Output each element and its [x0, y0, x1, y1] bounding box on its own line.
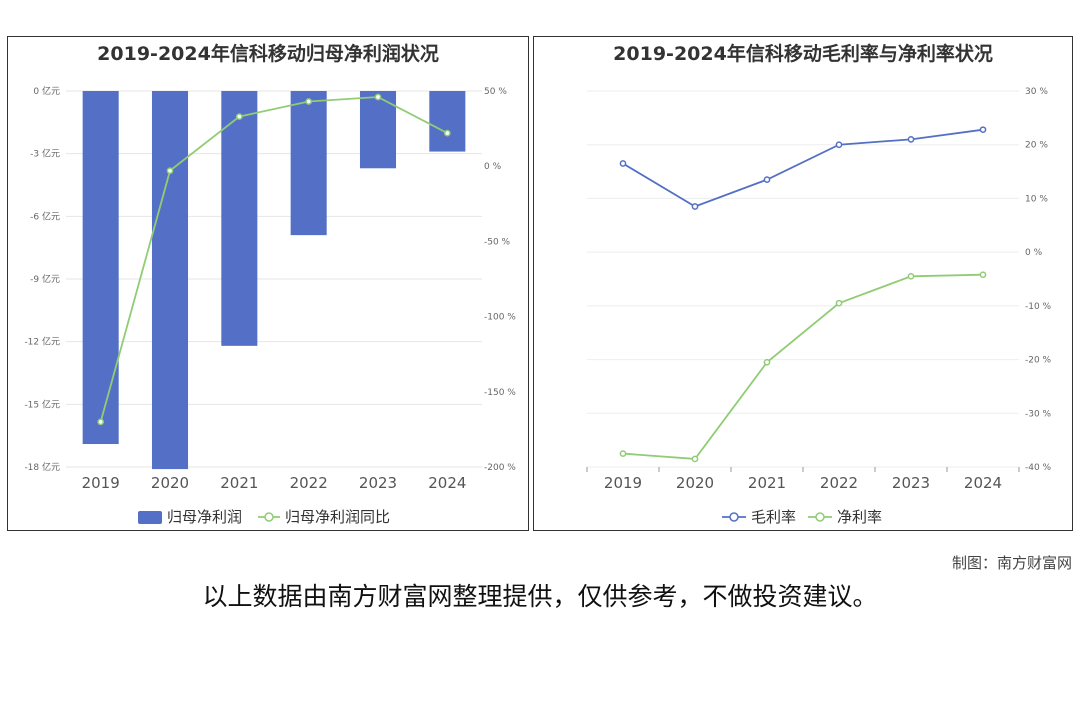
bar-2020: [151, 91, 189, 470]
legend-label-gross-margin: 毛利率: [751, 508, 796, 526]
yoy-point-2019: [97, 418, 105, 426]
right-axis-tick-label: -150 %: [484, 388, 516, 398]
series-line-gross-margin: [622, 128, 984, 208]
left-axis-tick-label: -15 亿元: [24, 398, 60, 410]
bar-2022: [290, 91, 327, 236]
yoy-point-2022: [305, 98, 313, 105]
series-point-net-margin: [979, 271, 987, 279]
x-tick-label: 2019: [82, 474, 120, 492]
yoy-point-2021: [235, 113, 243, 120]
right-axis-tick-label: 30 %: [1025, 87, 1048, 97]
x-tick-label: 2021: [220, 474, 258, 492]
x-tick-label: 2019: [604, 474, 642, 492]
series-point-net-margin: [907, 272, 915, 280]
disclaimer-text: 以上数据由南方财富网整理提供，仅供参考，不做投资建议。: [202, 582, 878, 611]
series-point-gross-margin: [907, 135, 915, 143]
series-point-gross-margin: [763, 176, 771, 183]
right-axis-tick-label: -50 %: [484, 237, 511, 247]
bar-2024: [429, 91, 466, 152]
legend-swatch-marker: [264, 512, 274, 522]
x-tick-label: 2020: [151, 474, 189, 492]
series-point-net-margin: [763, 358, 771, 366]
left-axis-tick-label: -18 亿元: [24, 461, 60, 473]
x-tick-label: 2020: [676, 474, 714, 492]
series-line-net-margin: [622, 273, 984, 460]
right-axis-tick-label: 0 %: [1025, 248, 1043, 258]
series-point-net-margin: [691, 455, 699, 463]
right-axis-tick-label: -40 %: [1025, 463, 1052, 473]
legend-label-line: 归母净利润同比: [285, 508, 390, 526]
x-tick-label: 2022: [290, 474, 328, 492]
right-axis-tick-label: -200 %: [484, 463, 516, 473]
left-chart-title: 2019-2024年信科移动归母净利润状况: [97, 43, 439, 65]
right-axis-tick-label: 20 %: [1025, 141, 1048, 151]
x-tick-label: 2021: [748, 474, 786, 492]
left-axis-tick-label: 0 亿元: [33, 85, 60, 97]
right-axis-tick-label: -20 %: [1025, 356, 1052, 366]
legend-marker-net-margin: [815, 512, 825, 522]
yoy-point-2023: [374, 93, 382, 101]
series-point-net-margin: [619, 450, 627, 457]
legend-marker-gross-margin: [729, 512, 739, 522]
x-tick-label: 2023: [359, 474, 397, 492]
x-tick-label: 2024: [428, 474, 466, 492]
legend-label-net-margin: 净利率: [837, 508, 882, 526]
chart-credit: 制图：南方财富网: [951, 554, 1072, 572]
right-chart-title: 2019-2024年信科移动毛利率与净利率状况: [613, 43, 993, 65]
x-tick-label: 2023: [892, 474, 930, 492]
x-tick-label: 2022: [820, 474, 858, 492]
right-axis-tick-label: -30 %: [1025, 409, 1052, 419]
left-axis-tick-label: -3 亿元: [30, 148, 60, 160]
net-profit-chart-panel: 2019-2024年信科移动归母净利润状况 0 亿元 -3 亿元 -6 亿元 -9 亿…: [7, 36, 529, 531]
yoy-line: [99, 96, 448, 423]
legend-swatch-bar: [138, 511, 162, 524]
left-axis-tick-label: -9 亿元: [30, 273, 60, 285]
left-axis-tick-label: -6 亿元: [30, 210, 60, 222]
bar-2021: [221, 91, 258, 346]
right-axis-tick-label: 10 %: [1025, 194, 1048, 204]
right-axis-tick-label: 50 %: [484, 87, 507, 97]
yoy-point-2020: [166, 167, 174, 175]
yoy-point-2024: [443, 129, 451, 137]
right-axis-tick-label: -100 %: [484, 313, 516, 323]
margin-chart: 30 % 20 % 10 % 0 % -10 % -20 % -30 % -40 % 2019 2…: [586, 87, 1052, 526]
series-point-gross-margin: [691, 203, 699, 210]
bar-2019: [82, 91, 119, 445]
series-point-net-margin: [835, 299, 843, 307]
right-axis-tick-label: 0 %: [484, 162, 502, 172]
x-tick-label: 2024: [964, 474, 1002, 492]
left-axis-tick-label: -12 亿元: [24, 336, 60, 348]
net-profit-chart: 0 亿元 -3 亿元 -6 亿元 -9 亿元 -12 亿元 -15 亿元 -18 亿元 50 …: [24, 85, 516, 526]
legend-label-bar: 归母净利润: [167, 508, 242, 526]
series-point-gross-margin: [979, 126, 987, 134]
margin-chart-panel: 2019-2024年信科移动毛利率与净利率状况 30 % 20 % 10 % 0 % -…: [533, 36, 1073, 531]
right-axis-tick-label: -10 %: [1025, 302, 1052, 312]
series-point-gross-margin: [619, 160, 627, 167]
series-point-gross-margin: [835, 141, 843, 149]
